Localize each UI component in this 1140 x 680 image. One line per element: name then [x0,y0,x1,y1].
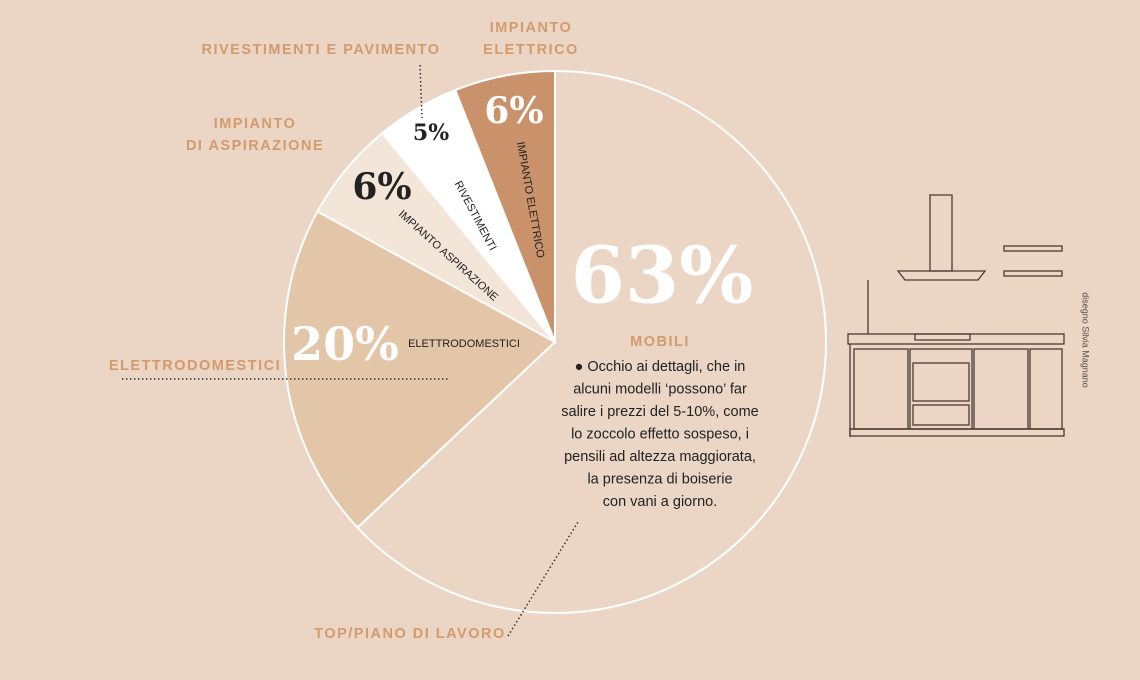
note-line: lo zoccolo effetto sospeso, i [571,426,749,442]
callout-line [419,64,423,119]
category-label: ELETTRODOMESTICI [408,338,520,350]
category-label: MOBILI [630,334,690,350]
pie-slice [453,69,556,343]
credit: disegno Silvia Magnano [1081,292,1091,388]
value-label: 20% [291,317,399,371]
annotation: IMPIANTO [214,116,297,132]
note-line: ● Occhio ai dettagli, che in [575,359,746,375]
value-label: 6% [484,90,543,132]
pie-slice [283,210,557,529]
annotation: IMPIANTO [490,20,573,36]
annotation: ELETTRICO [483,42,579,58]
annotation: DI ASPIRAZIONE [186,138,324,154]
value-label: 6% [352,166,411,208]
note-line: la presenza di boiserie [587,471,732,487]
annotation: TOP/PIANO DI LAVORO [314,626,506,642]
annotation: RIVESTIMENTI E PAVIMENTO [201,42,440,58]
value-label: 5% [413,120,449,146]
pie-slice [356,69,827,614]
annotation: ELETTRODOMESTICI [109,358,281,374]
pie [283,69,827,614]
note-line: salire i prezzi del 5-10%, come [561,404,758,420]
value-label: 63% [571,231,754,322]
note-line: alcuni modelli ‘possono’ far [573,381,747,397]
kitchen-drawing [847,194,1065,437]
note-line: con vani a giorno. [603,494,717,510]
note-line: pensili ad altezza maggiorata, [564,449,756,465]
